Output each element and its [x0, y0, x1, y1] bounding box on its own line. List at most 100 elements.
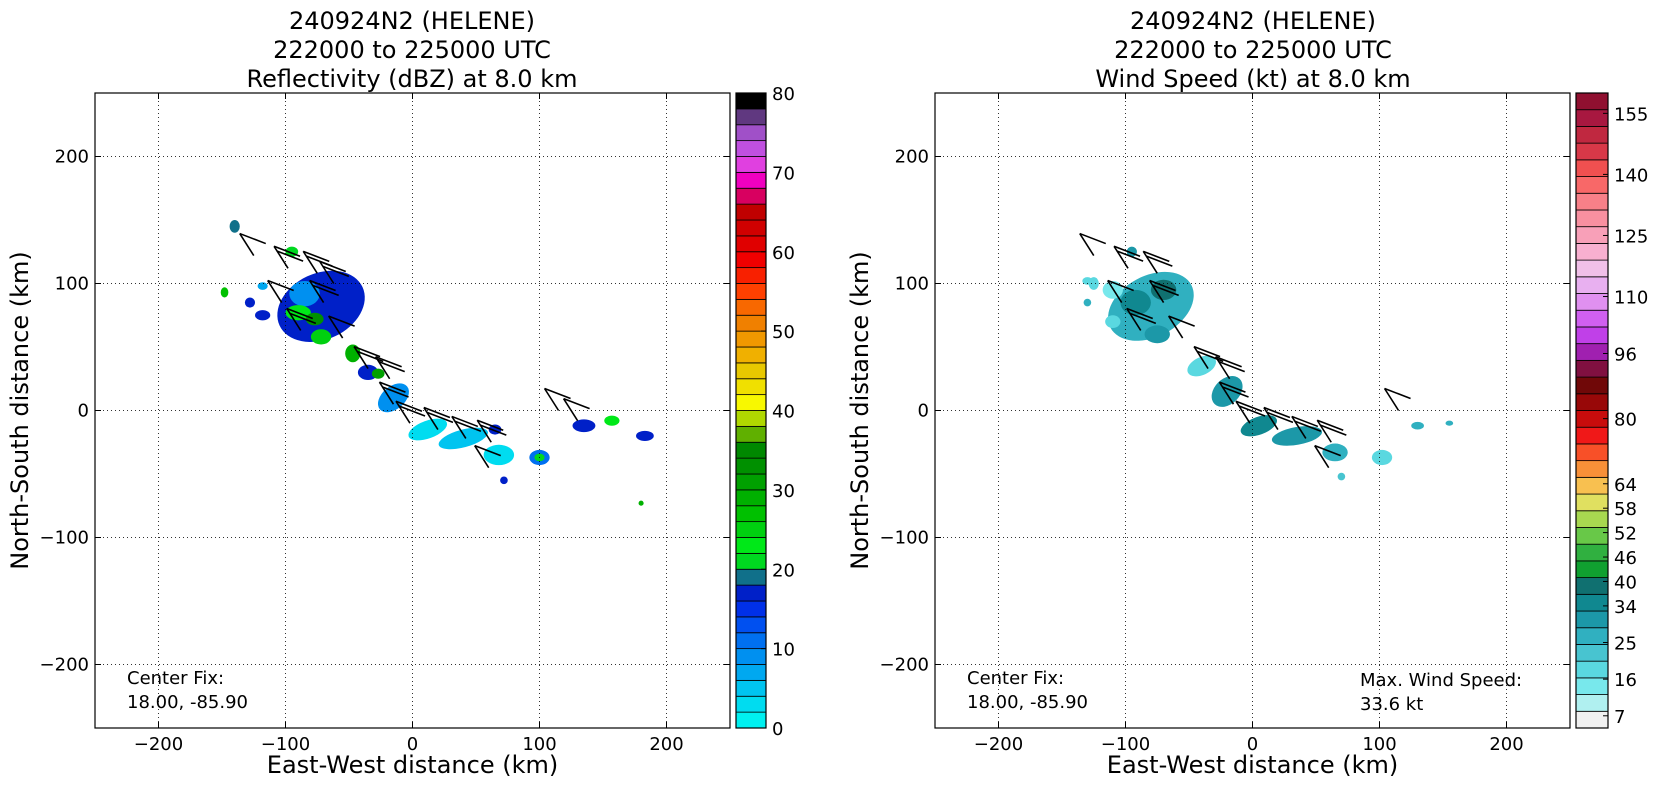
wind-barb	[1314, 444, 1341, 469]
colorbar-segment	[735, 219, 767, 237]
y-tick-label: 100	[55, 274, 89, 295]
colorbar-segment	[1575, 677, 1609, 695]
colorbar-segment	[735, 664, 767, 681]
barb-shaft	[1218, 381, 1235, 405]
colorbar-tick-label: 0	[772, 719, 783, 740]
colorbar-segment	[1575, 209, 1609, 228]
colorbar-tick-label: 25	[1614, 634, 1637, 655]
annotation-center-fix: 18.00, -85.90	[967, 692, 1088, 713]
colorbar-segment	[1575, 343, 1609, 361]
barb-flag	[1113, 245, 1141, 258]
data-cell-region	[604, 415, 620, 426]
barb-shaft	[1126, 308, 1142, 331]
chart-title-line: 240924N2 (HELENE)	[1130, 7, 1376, 35]
colorbar-segment	[735, 187, 767, 205]
barb-flag	[1129, 312, 1157, 325]
chart-title-line: Wind Speed (kt) at 8.0 km	[1095, 65, 1410, 93]
barb-flag	[1149, 279, 1176, 292]
wind-barb	[395, 400, 426, 424]
barb-flag	[1291, 415, 1319, 428]
annotation-max-wind: 33.6 kt	[1360, 694, 1423, 715]
wind-barb	[1316, 419, 1347, 443]
colorbar-tick-label: 34	[1614, 597, 1637, 618]
colorbar-segment	[1575, 126, 1609, 144]
chart-title-line: Reflectivity (dBZ) at 8.0 km	[247, 65, 578, 93]
wind-barb	[273, 245, 304, 269]
colorbar-segment	[1575, 527, 1609, 545]
annotation-center-fix: 18.00, -85.90	[127, 692, 248, 713]
colorbar-segment	[1575, 259, 1609, 278]
barb-shaft	[474, 445, 490, 469]
barb-shaft	[308, 280, 325, 303]
colorbar-segment	[1575, 660, 1609, 679]
colorbar-segment	[735, 679, 767, 697]
barb-shaft	[319, 261, 335, 284]
x-axis-label: East-West distance (km)	[267, 751, 558, 779]
wind-barb	[474, 444, 501, 469]
barb-shaft	[451, 416, 467, 439]
barb-flag	[1079, 232, 1107, 245]
colorbar-tick-label: 16	[1614, 670, 1637, 691]
y-tick-label: 200	[55, 147, 89, 168]
wind-barb	[1107, 279, 1134, 303]
y-axis-label: North-South distance (km)	[6, 251, 34, 570]
barb-flag	[1142, 250, 1170, 263]
wind-barb	[1142, 250, 1173, 274]
barb-shaft	[423, 407, 439, 430]
barb-shaft	[1291, 416, 1307, 439]
colorbar-segment	[1575, 627, 1609, 645]
barb-shaft	[562, 398, 579, 422]
colorbar-segment	[1575, 276, 1609, 294]
colorbar-segment	[1575, 326, 1609, 345]
barb-shaft	[378, 381, 395, 405]
data-cell-region	[438, 427, 488, 450]
colorbar-segment	[735, 140, 767, 157]
barb-flag	[267, 279, 294, 292]
y-tick-label: 0	[78, 401, 89, 422]
barb-flag	[309, 279, 336, 292]
barb-flag	[454, 420, 482, 433]
barb-flag	[1222, 386, 1249, 398]
colorbar: 0 10 20 30 40 50 60 70 80	[735, 84, 795, 740]
colorbar-segment	[735, 568, 767, 586]
barb-flag	[1263, 406, 1291, 419]
colorbar-tick-label: 96	[1614, 345, 1637, 366]
colorbar-segment	[735, 235, 767, 253]
barb-flag	[398, 405, 426, 417]
colorbar-segment	[1575, 359, 1609, 378]
wind-barb	[1148, 279, 1179, 303]
wind-barb	[476, 419, 507, 443]
wind-barb	[1079, 232, 1107, 256]
colorbar-tick-label: 50	[772, 322, 795, 343]
wind-barb	[319, 260, 350, 284]
barb-flag	[322, 265, 350, 278]
colorbar-segment	[1575, 242, 1609, 261]
colorbar-segment	[735, 695, 767, 713]
colorbar-segment	[735, 648, 767, 665]
colorbar-tick-label: 58	[1614, 499, 1637, 520]
barb-flag	[276, 250, 304, 262]
barb-flag	[1219, 381, 1246, 393]
colorbar-tick-label: 40	[772, 402, 795, 423]
barb-shaft	[302, 250, 318, 274]
annotation-center-fix: Center Fix:	[967, 668, 1064, 689]
barb-flag	[426, 411, 454, 424]
colorbar-segment	[735, 314, 767, 332]
colorbar-segment	[735, 330, 767, 348]
barb-flag	[1384, 387, 1411, 400]
y-tick-label: 100	[895, 274, 929, 295]
annotation-center-fix: Center Fix:	[127, 668, 224, 689]
x-tick-label: −100	[261, 734, 310, 755]
colorbar-segment	[735, 584, 767, 602]
data-layer	[220, 220, 654, 506]
barb-flag	[1320, 424, 1347, 436]
colorbar-segment	[1575, 192, 1609, 211]
colorbar-segment	[735, 410, 767, 427]
data-cell-region	[371, 368, 385, 379]
chart-title-line: 240924N2 (HELENE)	[289, 7, 535, 35]
y-tick-label: −100	[40, 528, 89, 549]
colorbar-tick-label: 155	[1614, 104, 1648, 125]
colorbar-tick-label: 125	[1614, 226, 1648, 247]
wind-barb	[1291, 415, 1322, 439]
barb-shaft	[273, 245, 289, 269]
